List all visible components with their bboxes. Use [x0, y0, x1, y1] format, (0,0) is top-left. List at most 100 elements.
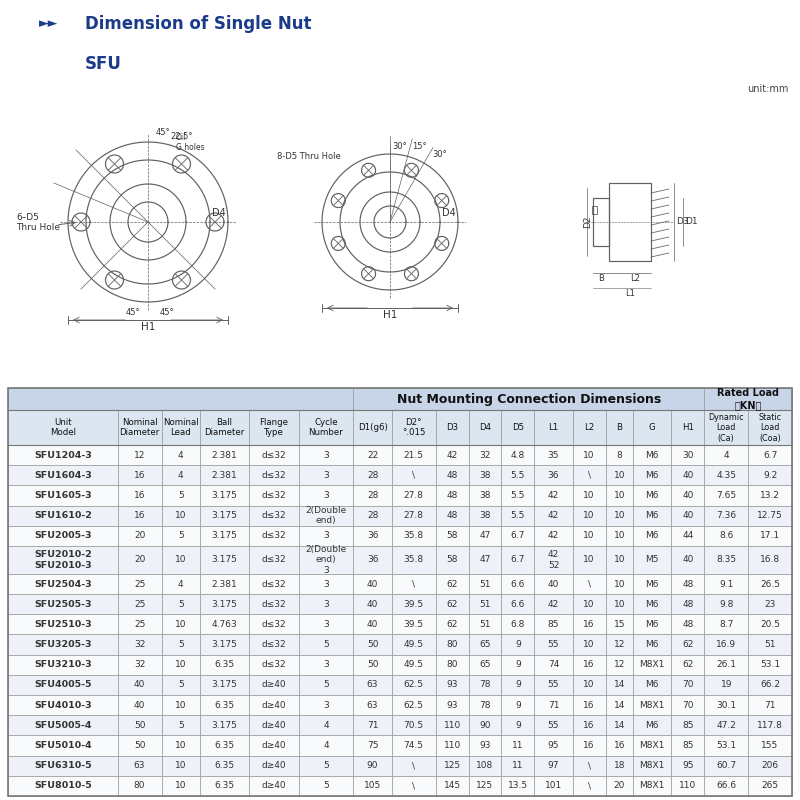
Bar: [469, 466, 502, 486]
Text: 40: 40: [367, 620, 378, 629]
Text: d≤32: d≤32: [262, 600, 286, 609]
Bar: [162, 614, 200, 634]
Text: 10: 10: [175, 511, 186, 520]
Bar: [748, 695, 792, 715]
Bar: [298, 486, 354, 506]
Bar: [606, 574, 633, 594]
Text: 4: 4: [178, 579, 183, 589]
Text: 9: 9: [515, 640, 521, 649]
Text: SFU6310-5: SFU6310-5: [34, 762, 92, 770]
Bar: [469, 654, 502, 675]
Bar: [392, 445, 436, 466]
Bar: [534, 675, 573, 695]
Text: M8X1: M8X1: [639, 762, 665, 770]
Text: d≥40: d≥40: [262, 741, 286, 750]
Text: M6: M6: [646, 600, 659, 609]
Text: 28: 28: [367, 471, 378, 480]
Text: Dimension of Single Nut: Dimension of Single Nut: [85, 15, 312, 33]
Text: 63: 63: [367, 681, 378, 690]
Text: \: \: [588, 471, 590, 480]
Bar: [633, 654, 671, 675]
Text: 6.6: 6.6: [510, 579, 525, 589]
Bar: [436, 634, 469, 654]
Text: unit:mm: unit:mm: [746, 84, 788, 94]
Text: 2.381: 2.381: [212, 471, 238, 480]
Text: 48: 48: [446, 511, 458, 520]
Text: 16: 16: [583, 741, 595, 750]
Text: d≤32: d≤32: [262, 511, 286, 520]
Text: 125: 125: [443, 762, 461, 770]
Text: 85: 85: [682, 741, 694, 750]
Bar: [436, 654, 469, 675]
Text: 80: 80: [446, 640, 458, 649]
Text: 6.35: 6.35: [214, 782, 234, 790]
Bar: [469, 506, 502, 526]
Text: 38: 38: [479, 511, 490, 520]
Text: 9: 9: [515, 660, 521, 670]
Bar: [392, 614, 436, 634]
Bar: [8, 466, 118, 486]
Bar: [469, 634, 502, 654]
Text: 30: 30: [682, 450, 694, 460]
Text: 50: 50: [367, 660, 378, 670]
Text: 48: 48: [682, 579, 694, 589]
Bar: [748, 574, 792, 594]
Text: SFU2510-3: SFU2510-3: [34, 620, 92, 629]
Text: 71: 71: [764, 701, 776, 710]
Bar: [748, 546, 792, 574]
Text: 19: 19: [721, 681, 732, 690]
Bar: [162, 526, 200, 546]
Bar: [748, 654, 792, 675]
Text: M6: M6: [646, 681, 659, 690]
Text: 35.8: 35.8: [404, 531, 424, 541]
Text: M8X1: M8X1: [639, 782, 665, 790]
Bar: [436, 574, 469, 594]
Text: 62.5: 62.5: [404, 681, 424, 690]
Bar: [436, 756, 469, 776]
Text: 6.7: 6.7: [510, 531, 525, 541]
Text: 62: 62: [682, 660, 694, 670]
Bar: [606, 526, 633, 546]
Text: SFU1605-3: SFU1605-3: [34, 491, 92, 500]
Text: 13.5: 13.5: [508, 782, 528, 790]
Text: 36: 36: [367, 531, 378, 541]
Text: 10: 10: [614, 511, 625, 520]
Bar: [250, 410, 298, 445]
Bar: [200, 634, 250, 654]
Bar: [118, 634, 162, 654]
Bar: [633, 445, 671, 466]
Text: 35: 35: [548, 450, 559, 460]
Bar: [534, 695, 573, 715]
Bar: [250, 756, 298, 776]
Text: D2: D2: [583, 216, 592, 228]
Bar: [436, 546, 469, 574]
Text: 17.1: 17.1: [760, 531, 780, 541]
Bar: [573, 654, 606, 675]
Bar: [436, 695, 469, 715]
Text: 16: 16: [134, 471, 146, 480]
Text: 38: 38: [479, 471, 490, 480]
Text: 85: 85: [548, 620, 559, 629]
Text: 16.8: 16.8: [760, 555, 780, 565]
Text: 63: 63: [367, 701, 378, 710]
Bar: [748, 410, 792, 445]
Bar: [633, 695, 671, 715]
Text: 5: 5: [178, 640, 183, 649]
Text: 15: 15: [614, 620, 625, 629]
Text: 50: 50: [367, 640, 378, 649]
Text: 101: 101: [545, 782, 562, 790]
Bar: [392, 756, 436, 776]
Text: H1: H1: [682, 423, 694, 432]
Text: 3: 3: [323, 450, 329, 460]
Text: 16: 16: [134, 511, 146, 520]
Text: 40: 40: [682, 491, 694, 500]
Text: D3: D3: [446, 423, 458, 432]
Bar: [573, 735, 606, 756]
Bar: [748, 735, 792, 756]
Bar: [118, 445, 162, 466]
Text: SFU4005-5: SFU4005-5: [34, 681, 91, 690]
Text: 27.8: 27.8: [404, 491, 424, 500]
Text: 22: 22: [367, 450, 378, 460]
Text: 3.175: 3.175: [212, 555, 238, 565]
Bar: [573, 695, 606, 715]
